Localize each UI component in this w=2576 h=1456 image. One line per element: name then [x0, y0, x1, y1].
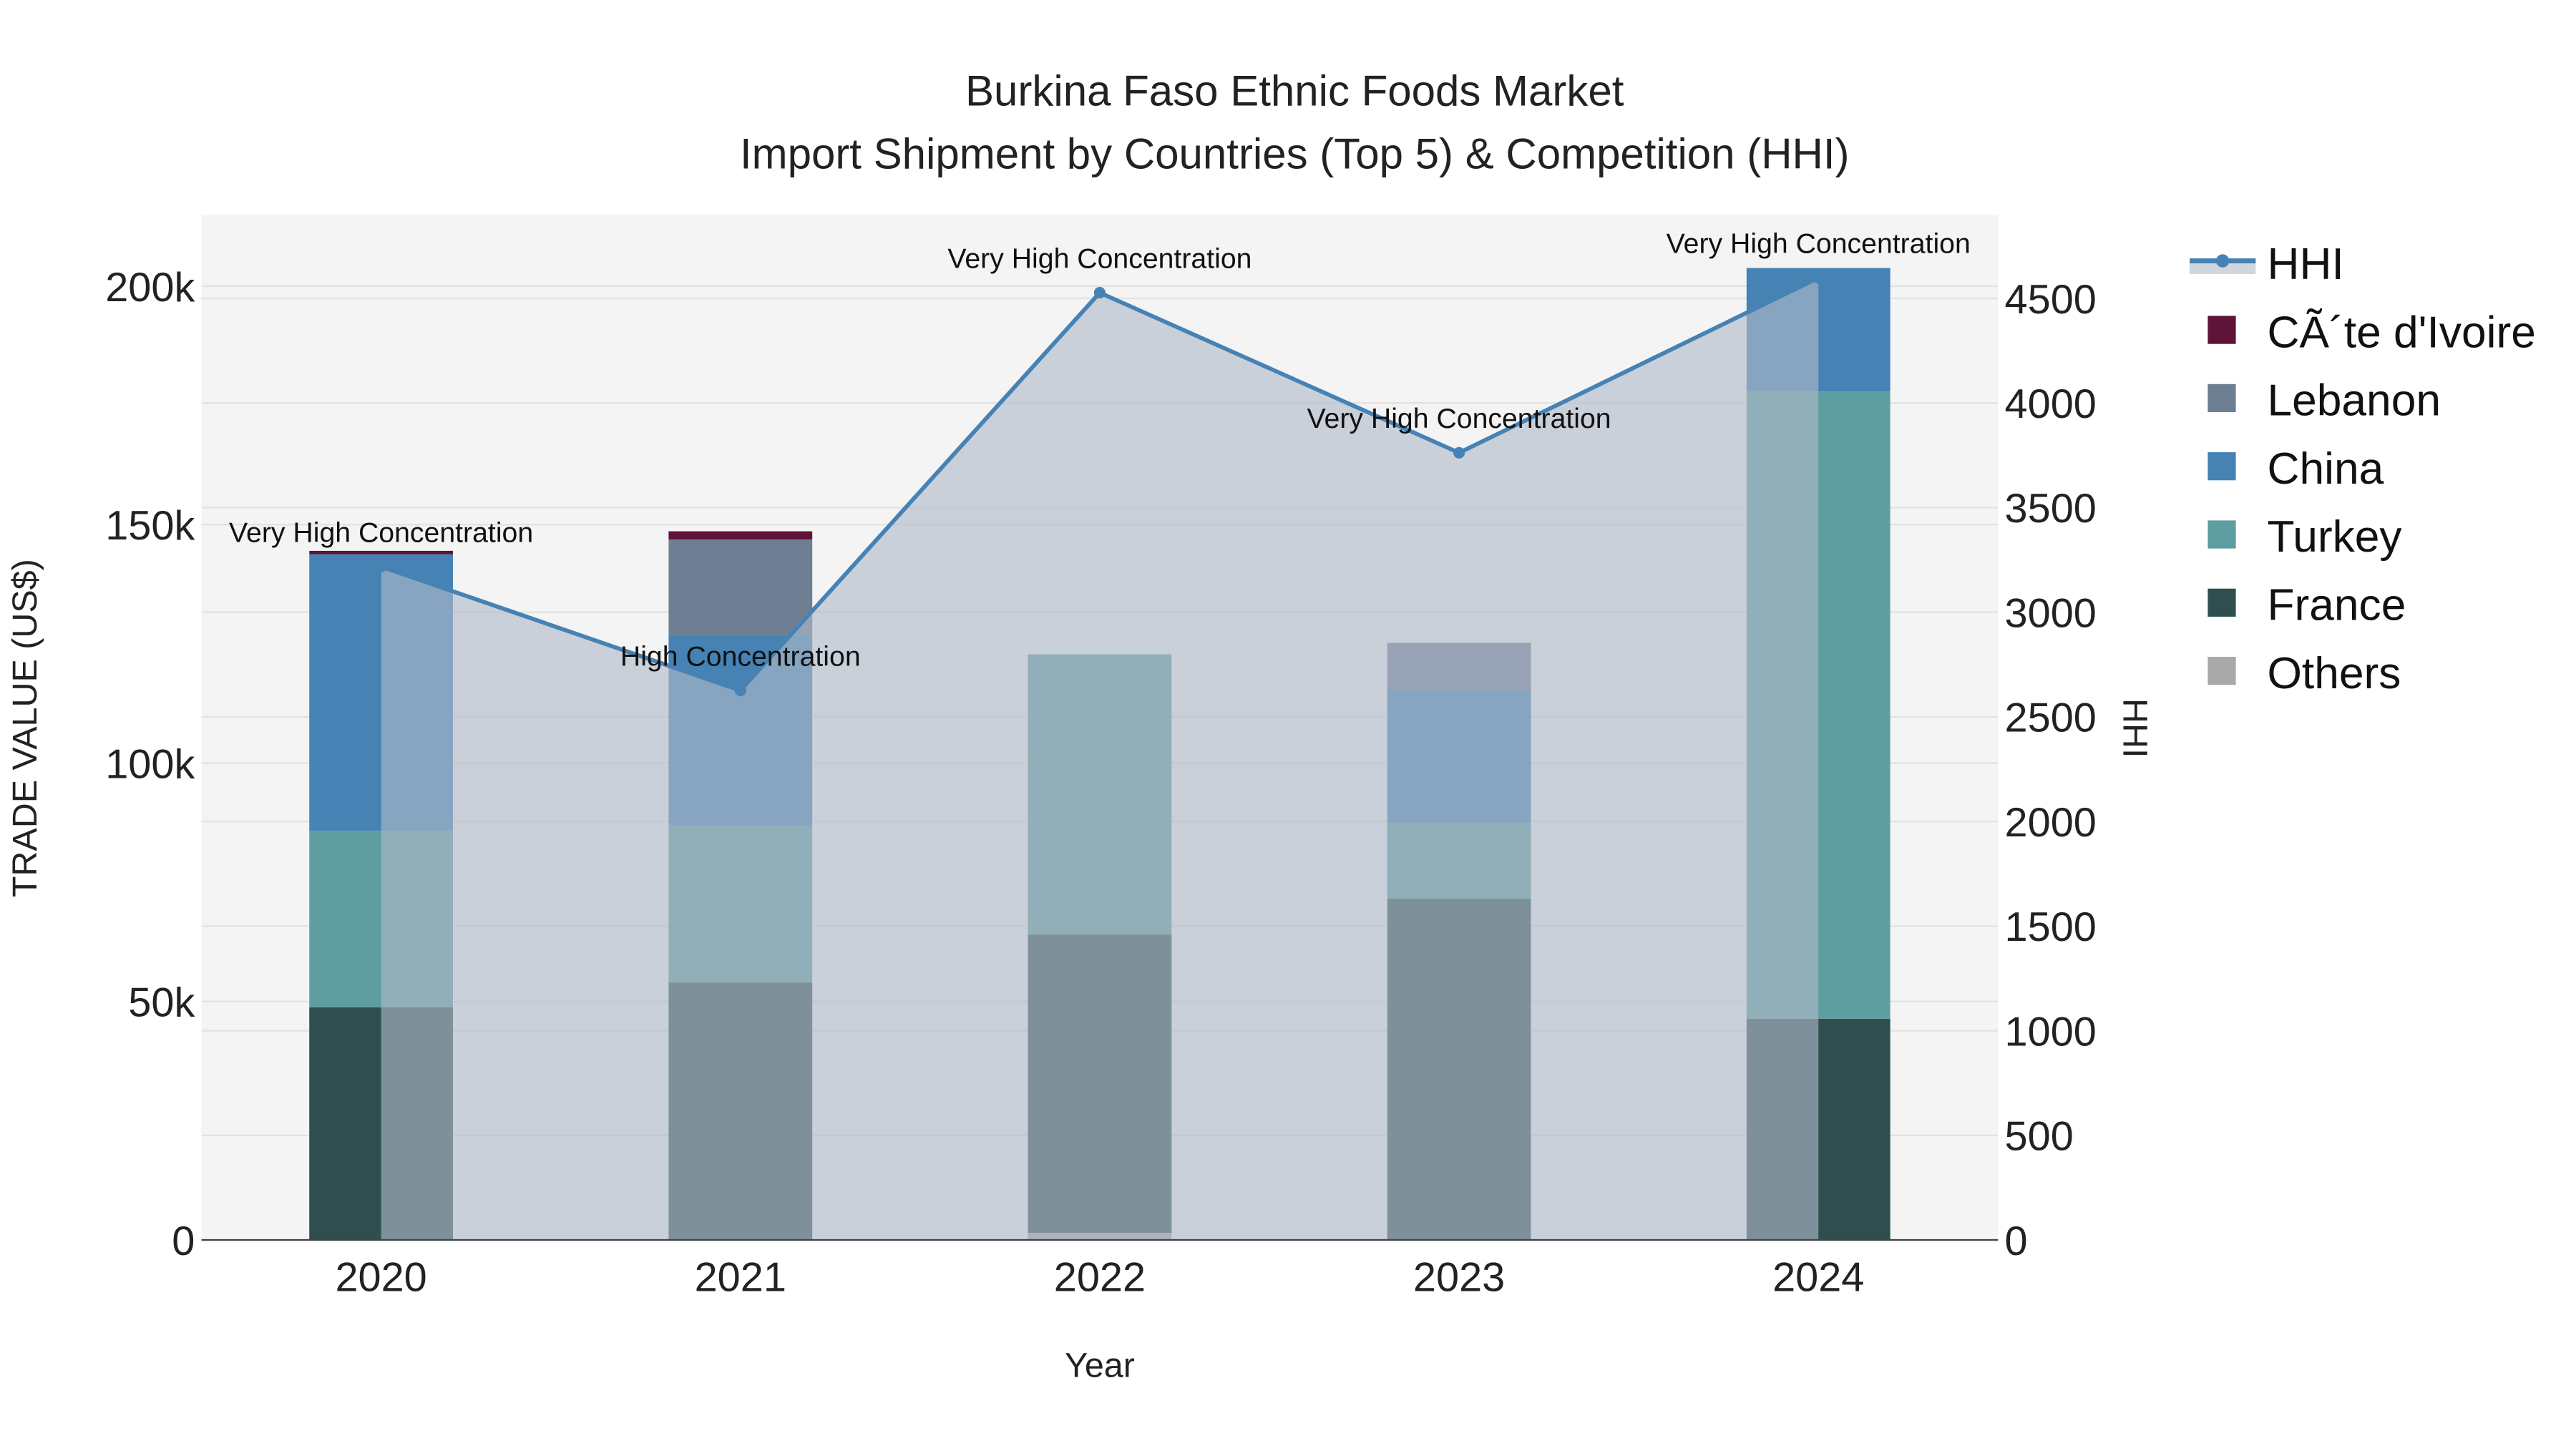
hhi-annotation: Very High Concentration	[947, 243, 1252, 274]
y2-tick-label: 3500	[2005, 486, 2097, 532]
legend-swatch	[2207, 588, 2236, 617]
x-tick-label: 2024	[1772, 1255, 1864, 1301]
legend-swatch	[2207, 657, 2236, 685]
chart-title: Burkina Faso Ethnic Foods Market	[965, 67, 1624, 115]
chart-subtitle: Import Shipment by Countries (Top 5) & C…	[740, 130, 1850, 177]
x-tick-label: 2020	[335, 1255, 426, 1301]
y2-tick-label: 0	[2005, 1218, 2028, 1264]
bar-c-te-d-ivoire	[668, 531, 813, 539]
legend-swatch	[2207, 452, 2236, 481]
x-axis-label: Year	[1065, 1347, 1135, 1385]
y-tick-label: 50k	[128, 980, 195, 1026]
hhi-area	[381, 278, 1819, 1241]
legend-swatch	[2207, 520, 2236, 549]
legend-label: CÃ´te d'Ivoire	[2267, 307, 2535, 357]
hhi-point	[1453, 446, 1465, 459]
y2-tick-label: 4500	[2005, 277, 2097, 323]
y-axis-label: TRADE VALUE (US$)	[6, 559, 44, 897]
legend-label: HHI	[2267, 240, 2343, 289]
y-tick-label: 150k	[105, 503, 195, 549]
y2-tick-label: 4000	[2005, 381, 2097, 427]
y2-tick-label: 3000	[2005, 590, 2097, 636]
y2-tick-label: 1500	[2005, 904, 2097, 950]
legend-swatch	[2207, 383, 2236, 413]
hhi-annotation: Very High Concentration	[1667, 228, 1971, 260]
legend-label: China	[2267, 444, 2384, 494]
hhi-point	[1093, 287, 1106, 299]
legend-label: Lebanon	[2267, 376, 2441, 426]
x-tick-label: 2021	[695, 1255, 786, 1301]
bar-lebanon	[668, 539, 813, 635]
y-tick-label: 200k	[105, 265, 195, 311]
y2-tick-label: 2000	[2005, 800, 2097, 846]
y2-tick-label: 1000	[2005, 1009, 2097, 1055]
hhi-annotation: Very High Concentration	[229, 517, 533, 548]
hhi-point	[375, 560, 387, 573]
legend-label: Turkey	[2267, 512, 2402, 562]
y2-tick-label: 2500	[2005, 695, 2097, 741]
legend-label: France	[2267, 581, 2406, 630]
x-tick-label: 2022	[1054, 1255, 1146, 1301]
x-tick-label: 2023	[1413, 1255, 1505, 1301]
y-tick-label: 0	[172, 1218, 195, 1264]
legend: HHI CÃ´te d'Ivoire Lebanon China Turkey Franc…	[2190, 240, 2536, 698]
y-tick-label: 100k	[105, 741, 195, 787]
hhi-point	[1813, 272, 1825, 284]
hhi-annotation: Very High Concentration	[1307, 403, 1611, 434]
legend-hhi-marker	[2215, 254, 2230, 268]
hhi-annotation: High Concentration	[620, 640, 861, 672]
y2-axis-label: HHI	[2116, 698, 2155, 758]
y2-tick-label: 500	[2005, 1114, 2074, 1160]
hhi-point	[734, 684, 746, 697]
legend-label: Others	[2267, 649, 2401, 698]
bar-c-te-d-ivoire	[309, 550, 454, 554]
legend-swatch	[2207, 316, 2236, 344]
